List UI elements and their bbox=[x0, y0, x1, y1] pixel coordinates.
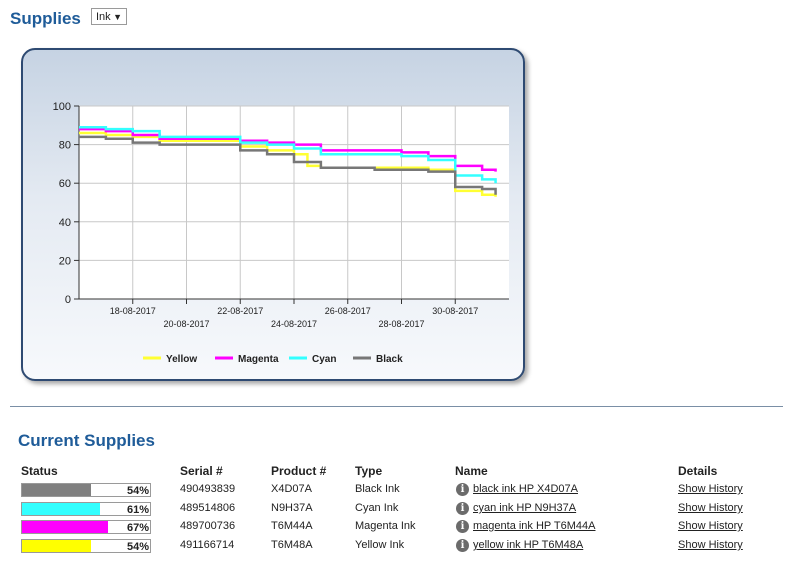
section-divider bbox=[10, 406, 783, 407]
legend-label-yellow: Yellow bbox=[166, 354, 197, 365]
supply-name-link[interactable]: cyan ink HP N9H37A bbox=[473, 502, 577, 514]
info-icon[interactable]: i bbox=[456, 483, 469, 496]
y-tick-label: 20 bbox=[59, 255, 71, 267]
supply-name-link[interactable]: magenta ink HP T6M44A bbox=[473, 520, 596, 532]
supply-level-percent: 54% bbox=[126, 485, 149, 497]
chart-panel: 0 20 40 60 80 100 18-08-2017 20-08-2017 22-08-20… bbox=[21, 48, 525, 381]
supply-level-bar: 54% bbox=[21, 539, 151, 553]
legend-label-magenta: Magenta bbox=[238, 354, 279, 365]
product-number: X4D07A bbox=[271, 483, 312, 495]
supply-level-chart: 0 20 40 60 80 100 18-08-2017 20-08-2017 22-08-20… bbox=[53, 101, 509, 365]
supply-type: Black Ink bbox=[355, 483, 400, 495]
y-tick-label: 60 bbox=[59, 178, 71, 190]
info-icon[interactable]: i bbox=[456, 520, 469, 533]
supply-level-fill bbox=[22, 540, 92, 552]
serial-number: 491166714 bbox=[180, 539, 235, 551]
header-status: Status bbox=[21, 464, 58, 478]
header-name: Name bbox=[455, 464, 488, 478]
x-tick-label: 26-08-2017 bbox=[325, 306, 371, 316]
product-number: N9H37A bbox=[271, 502, 313, 514]
supply-level-fill bbox=[22, 521, 108, 533]
page-title: Supplies bbox=[10, 9, 81, 28]
header-type: Type bbox=[355, 464, 383, 478]
info-icon[interactable]: i bbox=[456, 539, 469, 552]
y-tick-label: 40 bbox=[59, 217, 71, 229]
x-tick-label: 18-08-2017 bbox=[110, 306, 156, 316]
y-tick-label: 100 bbox=[53, 101, 71, 113]
supply-level-bar: 61% bbox=[21, 502, 151, 516]
supply-level-percent: 61% bbox=[126, 504, 149, 516]
legend-label-cyan: Cyan bbox=[312, 354, 336, 365]
x-tick-label: 20-08-2017 bbox=[163, 319, 209, 329]
supply-type-value: Ink bbox=[96, 11, 111, 23]
chevron-down-icon: ▼ bbox=[113, 12, 122, 22]
supply-name-link[interactable]: black ink HP X4D07A bbox=[473, 483, 578, 495]
show-history-link[interactable]: Show History bbox=[678, 483, 743, 495]
supply-level-bar: 67% bbox=[21, 520, 151, 534]
show-history-link[interactable]: Show History bbox=[678, 502, 743, 514]
current-supplies-title: Current Supplies bbox=[18, 431, 155, 450]
supply-type: Yellow Ink bbox=[355, 539, 405, 551]
header-details: Details bbox=[678, 464, 718, 478]
supply-type: Magenta Ink bbox=[355, 520, 416, 532]
y-tick-label: 80 bbox=[59, 140, 71, 152]
product-number: T6M44A bbox=[271, 520, 313, 532]
supply-type: Cyan Ink bbox=[355, 502, 399, 514]
x-tick-label: 22-08-2017 bbox=[217, 306, 263, 316]
supply-level-bar: 54% bbox=[21, 483, 151, 497]
x-tick-label: 24-08-2017 bbox=[271, 319, 317, 329]
series-line-black bbox=[79, 135, 497, 195]
x-tick-label: 28-08-2017 bbox=[378, 319, 424, 329]
header-product: Product # bbox=[271, 464, 327, 478]
product-number: T6M48A bbox=[271, 539, 313, 551]
show-history-link[interactable]: Show History bbox=[678, 520, 743, 532]
supply-level-fill bbox=[22, 484, 92, 496]
serial-number: 489514806 bbox=[180, 502, 236, 514]
supply-name-link[interactable]: yellow ink HP T6M48A bbox=[473, 539, 584, 551]
supply-type-select[interactable]: Ink ▼ bbox=[91, 8, 127, 25]
info-icon[interactable]: i bbox=[456, 502, 469, 515]
serial-number: 490493839 bbox=[180, 483, 236, 495]
supply-level-fill bbox=[22, 503, 101, 515]
supply-level-percent: 67% bbox=[126, 522, 149, 534]
show-history-link[interactable]: Show History bbox=[678, 539, 743, 551]
header-serial: Serial # bbox=[180, 464, 223, 478]
y-tick-label: 0 bbox=[65, 294, 71, 306]
legend-label-black: Black bbox=[376, 354, 403, 365]
serial-number: 489700736 bbox=[180, 520, 236, 532]
supply-level-percent: 54% bbox=[126, 541, 149, 553]
x-tick-label: 30-08-2017 bbox=[432, 306, 478, 316]
